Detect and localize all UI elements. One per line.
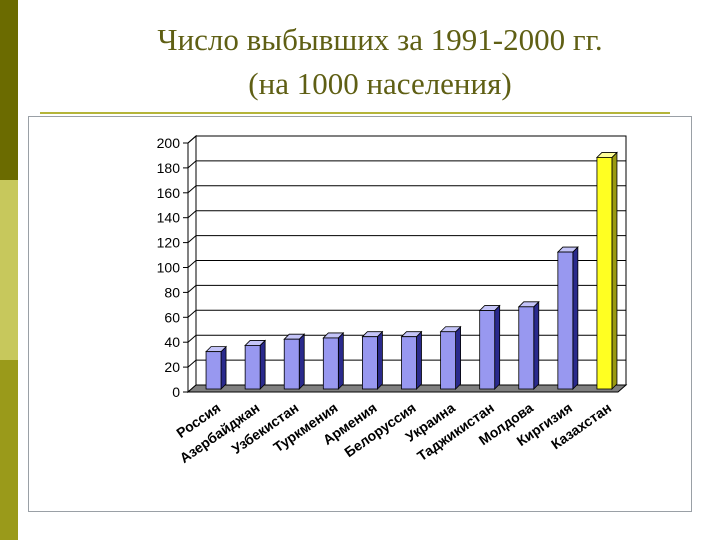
gridline xyxy=(187,210,626,219)
bar-side xyxy=(533,300,540,390)
y-tick-label: 180 xyxy=(157,160,181,176)
bar xyxy=(479,310,496,390)
slide-title: Число выбывших за 1991-2000 гг. (на 1000… xyxy=(40,18,720,106)
y-tick-label: 100 xyxy=(157,260,181,276)
bar xyxy=(401,336,417,390)
bar xyxy=(283,338,300,390)
bar-side xyxy=(298,333,305,390)
y-tick-label: 160 xyxy=(157,185,181,201)
gridline xyxy=(187,135,626,144)
bar-side xyxy=(220,345,227,390)
y-tick-label: 60 xyxy=(164,309,180,325)
y-tick-label: 40 xyxy=(164,334,180,350)
title-rule xyxy=(40,112,670,114)
gridline xyxy=(187,284,626,293)
gridline xyxy=(187,235,626,243)
bar xyxy=(557,251,574,390)
bar-side xyxy=(259,339,266,390)
y-tick-label: 120 xyxy=(157,235,181,251)
bar-side xyxy=(494,304,501,390)
bar-side xyxy=(611,151,618,390)
bar xyxy=(205,351,222,390)
bar-side xyxy=(455,325,461,390)
y-tick-label: 0 xyxy=(172,384,180,400)
bar-side xyxy=(337,331,344,390)
slide-title-line1: Число выбывших за 1991-2000 гг. xyxy=(157,22,603,57)
bar xyxy=(440,331,456,390)
gridline xyxy=(187,260,626,268)
bar xyxy=(518,306,535,390)
gridline xyxy=(187,160,626,169)
bar xyxy=(244,345,261,390)
y-tick-label: 200 xyxy=(157,135,181,151)
bar-side xyxy=(416,330,422,390)
slide-title-line2: (на 1000 населения) xyxy=(248,66,512,101)
decor-stripe-bottom xyxy=(0,360,18,540)
y-tick-label: 80 xyxy=(164,284,180,300)
bar-side xyxy=(572,246,579,390)
y-tick-label: 20 xyxy=(164,359,180,375)
bar xyxy=(322,337,339,390)
decor-stripe-middle xyxy=(0,180,18,360)
gridline xyxy=(187,185,626,194)
bar xyxy=(362,336,378,390)
bar-side xyxy=(377,330,383,390)
y-tick-label: 140 xyxy=(157,210,181,226)
bar xyxy=(596,157,613,390)
decor-stripe-top xyxy=(0,0,18,180)
